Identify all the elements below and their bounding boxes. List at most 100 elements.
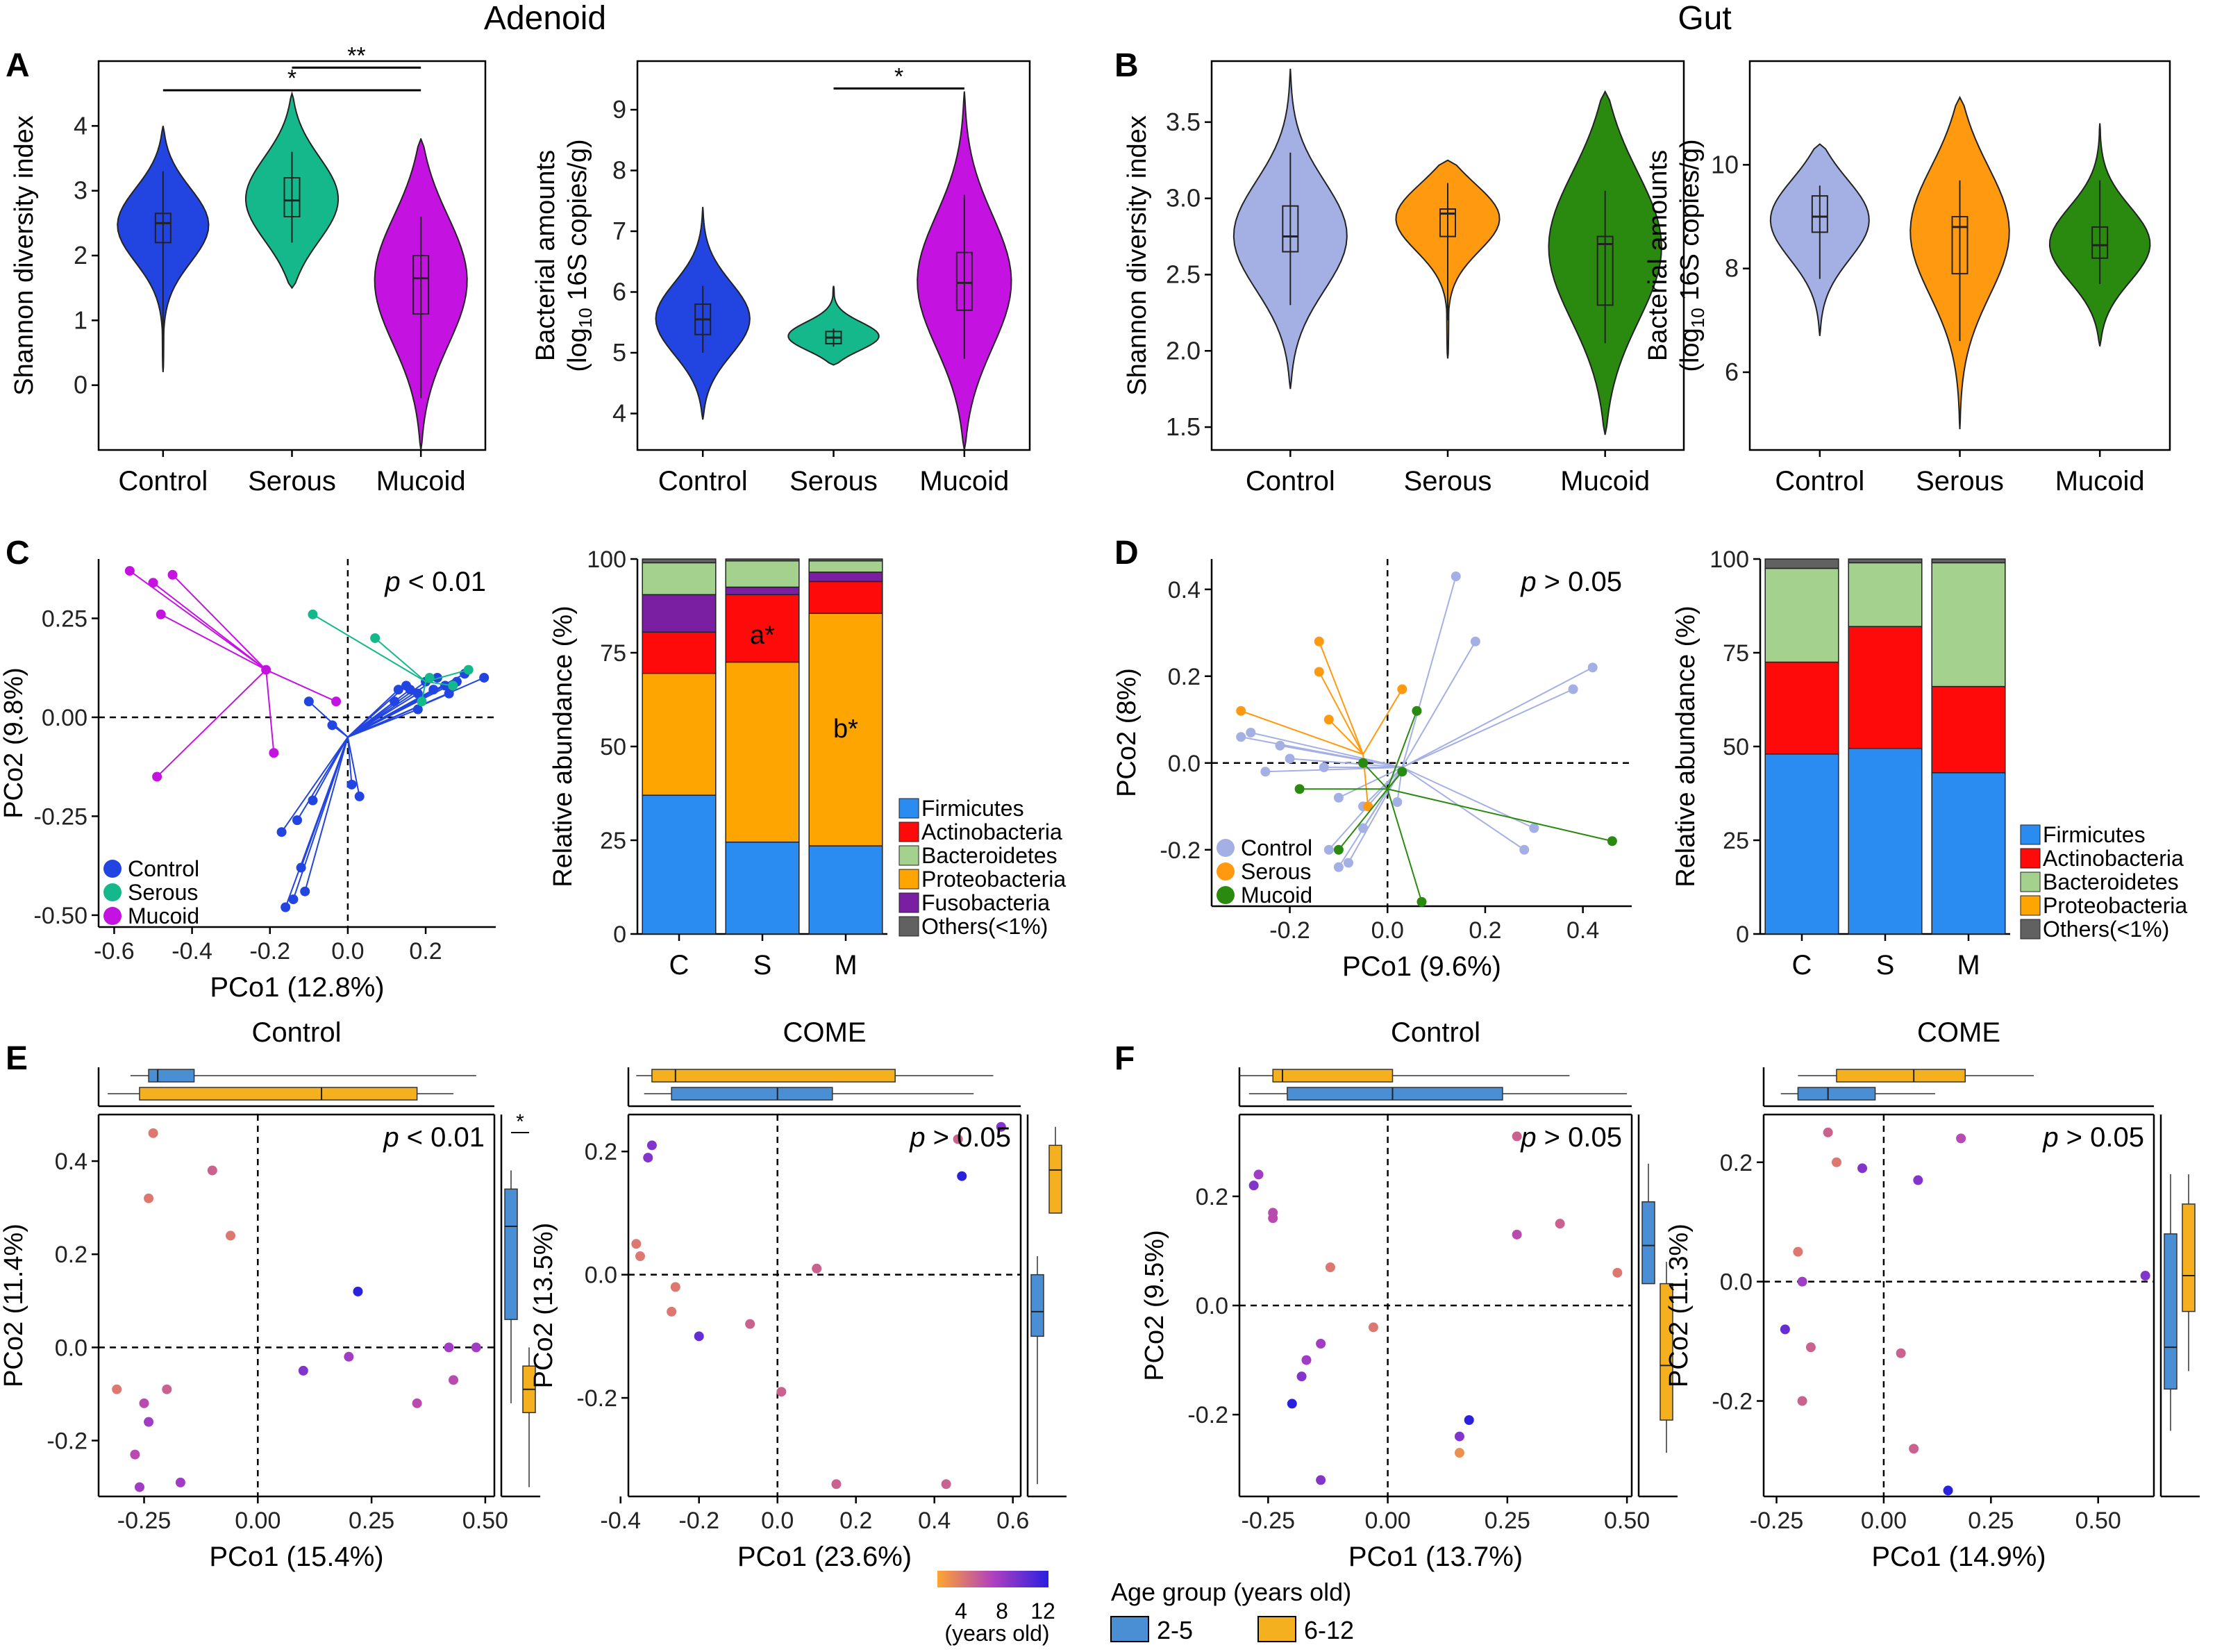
y-tick-label: 0.2 [585, 1139, 617, 1165]
y-tick-label: 9 [612, 95, 626, 124]
spider-line [152, 582, 267, 671]
p-value-text: > 0.05 [2059, 1122, 2144, 1153]
data-point [1793, 1246, 1803, 1257]
bar-segment-firmicutes [1764, 753, 1839, 935]
y-tick-label: 0.0 [1168, 751, 1201, 777]
data-point [112, 1384, 122, 1394]
box-iqr [412, 255, 430, 315]
legend-label: Fusobacteria [921, 890, 1050, 915]
data-point [346, 779, 357, 790]
data-point [417, 696, 427, 707]
x-tick-label: -0.4 [600, 1508, 641, 1534]
box-iqr [1282, 205, 1299, 253]
data-point [1236, 706, 1246, 716]
y-axis-label: Shannon diversity index [10, 115, 39, 395]
data-point [667, 1306, 677, 1317]
marginal-box [671, 1087, 833, 1101]
y-tick-label: 6 [1725, 358, 1739, 386]
y-axis-label-subscript: 10 [1687, 308, 1708, 328]
bar-segment-actinobacteria [1931, 685, 2006, 774]
legend-label: Control [1241, 835, 1312, 860]
legend-dot [103, 860, 122, 878]
y-tick-label: 0.4 [1168, 577, 1201, 603]
data-point [412, 688, 423, 699]
data-point [298, 1365, 308, 1376]
data-point [276, 827, 287, 837]
p-value-annotation: p > 0.05 [2042, 1122, 2144, 1153]
spider-line [265, 669, 337, 703]
x-tick-label: C [669, 950, 689, 981]
data-point [1253, 1169, 1264, 1180]
legend-label: Mucoid [1241, 883, 1312, 908]
x-tick-label: -0.2 [1269, 917, 1310, 944]
data-point [1464, 1415, 1474, 1425]
bar-segment-bacteroidetes [808, 560, 883, 573]
violin-serous [787, 285, 880, 366]
spider-line [1328, 719, 1364, 755]
y-tick-label: 0.2 [55, 1242, 87, 1268]
data-point [269, 748, 279, 758]
x-tick-label: 0.50 [2075, 1508, 2121, 1534]
panel-letter-d: D [1114, 535, 1139, 571]
data-point [1246, 728, 1256, 737]
box-iqr [283, 177, 301, 217]
p-symbol: p [1520, 567, 1536, 597]
p-symbol: p [384, 567, 400, 597]
data-point [1285, 753, 1295, 764]
box-iqr [1439, 208, 1456, 237]
panel-letter-e: E [6, 1040, 28, 1077]
bar-segment-firmicutes [642, 794, 717, 935]
data-point [643, 1153, 653, 1163]
colorbar-gradient [937, 1571, 1048, 1587]
data-point [156, 609, 166, 619]
box-iqr [955, 251, 973, 311]
bar-segment-others [642, 558, 717, 564]
x-tick-label: 0.25 [1485, 1508, 1530, 1534]
x-tick-label: -0.25 [117, 1508, 172, 1534]
p-value-annotation: p < 0.01 [383, 1122, 485, 1153]
x-tick-label: 0.4 [1566, 917, 1599, 944]
data-point [401, 681, 412, 691]
y-tick-label: 7 [612, 217, 626, 245]
x-axis-label: PCo1 (14.9%) [1871, 1542, 2046, 1572]
bar-annotation: b* [833, 715, 858, 744]
data-point [745, 1319, 755, 1329]
spider-line [1280, 744, 1403, 768]
y-tick-label: 0.2 [1196, 1184, 1228, 1210]
y-tick-label: 2.0 [1166, 336, 1201, 365]
data-point [1333, 792, 1344, 803]
data-point [694, 1331, 704, 1342]
data-point [1451, 571, 1461, 581]
x-tick-label: Control [658, 466, 748, 497]
data-point [996, 1121, 1006, 1132]
data-point [831, 1479, 842, 1490]
bar-segment-proteobacteria [808, 612, 883, 846]
x-tick-label: S [1876, 950, 1895, 981]
x-axis-label: PCo1 (23.6%) [737, 1542, 912, 1572]
spider-line [347, 677, 438, 738]
x-tick-label: -0.2 [249, 938, 290, 965]
panel-letter-f: F [1114, 1040, 1135, 1077]
x-tick-label: Control [1775, 466, 1864, 497]
data-point [941, 1479, 951, 1490]
y-axis-label-line: Bacterial amounts [531, 150, 560, 361]
data-point [440, 681, 451, 691]
bar-segment-proteobacteria [642, 672, 717, 796]
data-point [390, 696, 400, 707]
bar-segment-firmicutes [725, 841, 800, 935]
y-tick-label: 4 [612, 399, 626, 428]
data-point [631, 1239, 642, 1249]
bar-segment-others [1848, 558, 1923, 564]
data-point [1236, 732, 1246, 742]
data-point [1397, 767, 1407, 777]
x-tick-label: Mucoid [2055, 466, 2145, 497]
bar-segment-bacteroidetes [725, 560, 800, 588]
legend-label: Serous [128, 880, 198, 905]
data-point [148, 578, 158, 588]
spider-line [1240, 710, 1364, 756]
data-point [1397, 684, 1407, 694]
data-point [479, 672, 490, 683]
data-point [134, 1482, 144, 1492]
section-title-adenoid: Adenoid [484, 0, 606, 37]
